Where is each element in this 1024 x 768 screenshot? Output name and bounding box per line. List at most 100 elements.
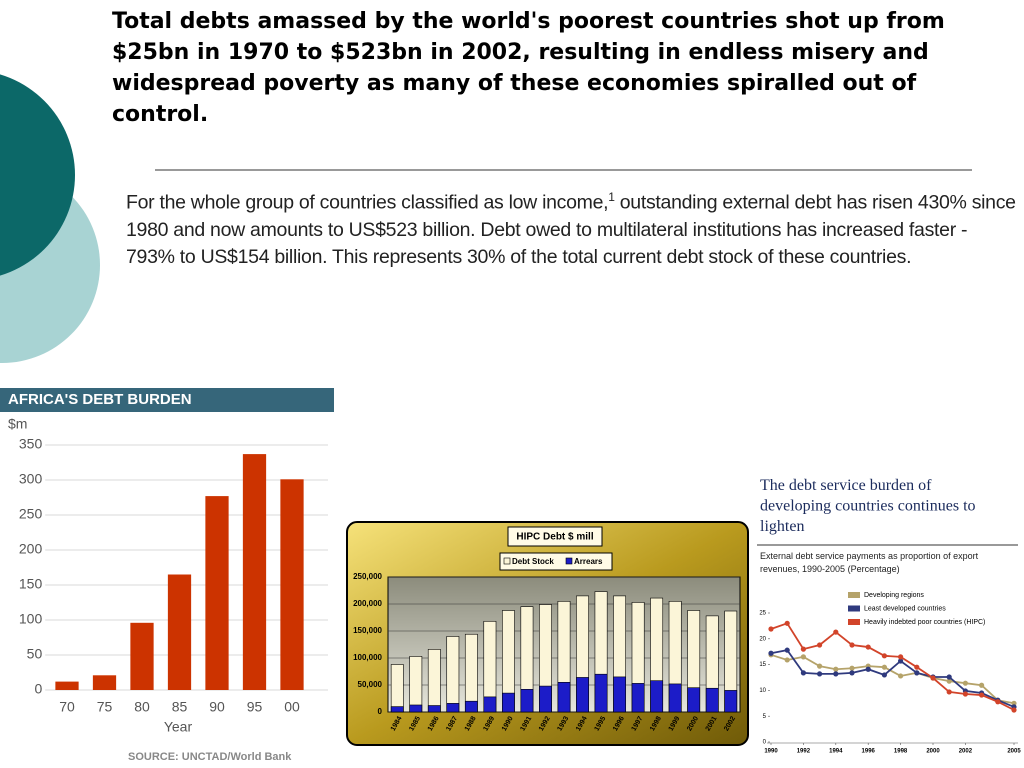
y-tick-label: 25 (759, 611, 766, 617)
bar (446, 703, 460, 713)
bar (502, 692, 515, 713)
bar (242, 454, 267, 690)
legend-box (499, 552, 613, 571)
y-tick-label: 150 (19, 576, 43, 592)
bar (464, 700, 478, 713)
point (833, 629, 839, 635)
y-axis-label: $m (8, 416, 27, 432)
point (768, 650, 774, 656)
point (979, 682, 985, 688)
footnote-mark: 1 (608, 190, 615, 204)
point (784, 657, 790, 663)
point (784, 620, 790, 626)
point (865, 666, 871, 672)
x-tick-label: 2000 (926, 749, 940, 755)
chart-title: HIPC Debt $ mill (516, 532, 593, 543)
y-tick-label: 0 (763, 740, 767, 746)
point (800, 654, 807, 660)
y-tick-label: 50 (27, 646, 43, 662)
bar (650, 680, 664, 713)
line (770, 653, 1015, 705)
point (962, 691, 969, 697)
chart-header (0, 388, 334, 412)
point (1011, 707, 1017, 713)
y-tick-label: 300 (19, 471, 43, 487)
point (962, 680, 969, 686)
y-tick-label: 20 (759, 636, 766, 642)
bar (446, 636, 460, 713)
point (946, 674, 952, 680)
point (833, 666, 839, 672)
bar (390, 706, 404, 713)
y-tick-label: 5 (763, 714, 767, 720)
y-tick-label: 0 (378, 707, 383, 716)
bar (205, 496, 229, 690)
x-tick-label: 2002 (959, 749, 973, 755)
bar (409, 656, 423, 713)
y-tick-label: 100 (19, 611, 43, 627)
point (881, 653, 888, 659)
legend-label: Least developed countries (864, 605, 946, 612)
x-tick-label: 1994 (829, 749, 843, 755)
point (817, 663, 823, 669)
point (995, 699, 1001, 705)
chart-title: AFRICA'S DEBT BURDEN (8, 391, 192, 408)
x-tick-label: 80 (134, 699, 150, 715)
y-tick-label: 15 (759, 662, 766, 668)
legend-swatch (848, 592, 860, 598)
x-tick-label: 1990 (764, 749, 778, 755)
bar (409, 704, 423, 713)
bar (92, 675, 117, 690)
point (881, 672, 888, 678)
point (881, 664, 888, 670)
bar (130, 622, 154, 690)
y-tick-label: 50,000 (358, 680, 383, 689)
point (930, 675, 936, 681)
y-tick-label: 100,000 (353, 653, 382, 662)
point (946, 689, 952, 695)
bar (687, 687, 701, 713)
y-tick-label: 10 (759, 688, 766, 694)
bar (464, 633, 478, 713)
bar (390, 664, 404, 713)
x-tick-label: 1992 (797, 749, 811, 755)
point (833, 671, 839, 677)
x-tick-label: 1998 (894, 749, 908, 755)
x-tick-label: 75 (97, 699, 113, 715)
bar (613, 676, 626, 713)
x-tick-label: 70 (59, 699, 75, 715)
x-tick-label: 1996 (862, 749, 876, 755)
x-tick-label: 00 (284, 699, 300, 715)
legend-label: Heavily indebted poor countries (HIPC) (864, 619, 985, 626)
point (898, 654, 904, 660)
chart-title: The debt service burden of developing cou… (760, 477, 976, 535)
point (946, 678, 952, 684)
y-tick-label: 200 (19, 541, 43, 557)
point (800, 646, 807, 652)
point (914, 670, 920, 676)
bar (483, 696, 497, 713)
legend-swatch (848, 619, 860, 625)
y-tick-label: 250 (19, 506, 43, 522)
bar (280, 479, 304, 690)
line (770, 649, 1015, 708)
point (817, 642, 823, 648)
bar (557, 681, 571, 713)
bar (594, 673, 608, 713)
point (849, 665, 855, 671)
bar (576, 677, 589, 713)
x-tick-label: 85 (172, 699, 188, 715)
point (849, 642, 855, 648)
bar (427, 705, 441, 713)
legend-label: Debt Stock (512, 557, 554, 566)
y-tick-label: 350 (19, 436, 43, 452)
x-axis-label: Year (164, 719, 193, 735)
bar (167, 574, 192, 690)
point (914, 664, 920, 670)
bar (668, 683, 682, 713)
y-tick-label: 0 (34, 681, 42, 697)
deco-circle-dark (0, 74, 75, 276)
point (898, 658, 904, 664)
